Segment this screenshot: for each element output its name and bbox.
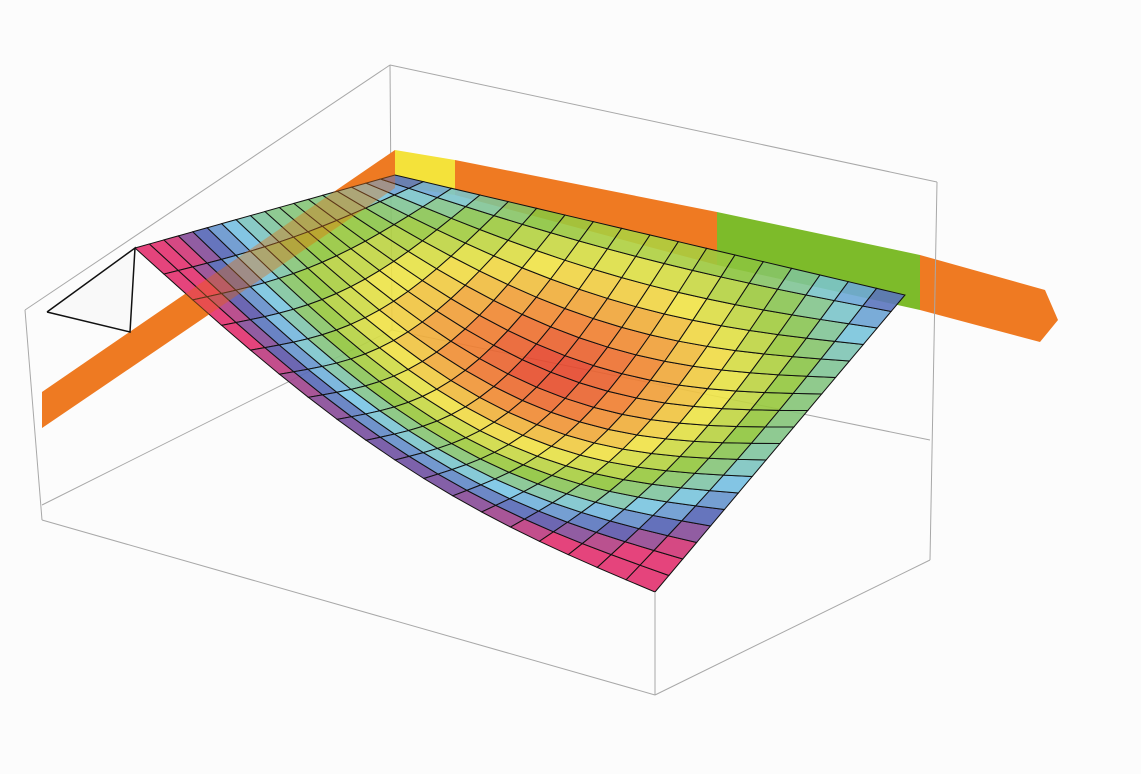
band-segment (717, 212, 920, 310)
box-edge (654, 559, 931, 696)
box-edge (24, 309, 43, 521)
box-edge (24, 64, 391, 311)
surface (133, 174, 906, 593)
box-edge (929, 181, 938, 561)
box-top-corner (46, 246, 136, 333)
band-segment (920, 255, 1058, 342)
surface-cell (861, 287, 906, 313)
bounding-box-front (24, 181, 938, 696)
box-edge (389, 64, 938, 183)
band-overlay (42, 150, 395, 428)
box-edge (41, 519, 656, 696)
